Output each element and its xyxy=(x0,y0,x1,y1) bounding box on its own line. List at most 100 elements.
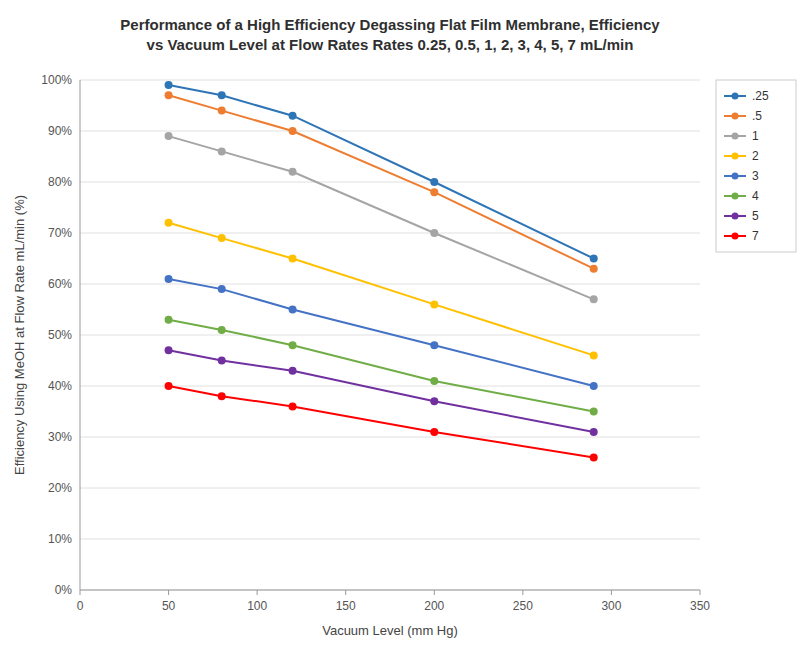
legend: .25.5123457 xyxy=(716,80,796,252)
point xyxy=(165,275,173,283)
point xyxy=(590,453,598,461)
grid-line xyxy=(80,233,700,234)
series-line xyxy=(169,350,594,432)
x-tick xyxy=(700,590,701,595)
point xyxy=(430,178,438,186)
chart: Performance of a High Efficiency Degassi… xyxy=(0,0,810,650)
legend-label: 2 xyxy=(752,149,759,163)
grid-line xyxy=(80,182,700,183)
legend-marker xyxy=(732,173,739,180)
plot-area xyxy=(165,81,598,461)
point xyxy=(590,351,598,359)
point xyxy=(218,234,226,242)
x-tick-label: 100 xyxy=(247,599,267,613)
point xyxy=(218,326,226,334)
point xyxy=(165,346,173,354)
point xyxy=(289,127,297,135)
legend-box xyxy=(716,80,796,252)
y-tick-label: 70% xyxy=(48,226,72,240)
legend-marker xyxy=(732,93,739,100)
legend-label: 5 xyxy=(752,209,759,223)
y-tick-label: 40% xyxy=(48,379,72,393)
point xyxy=(218,285,226,293)
point xyxy=(590,408,598,416)
legend-label: .25 xyxy=(752,89,769,103)
x-tick-label: 350 xyxy=(690,599,710,613)
grid-line xyxy=(80,284,700,285)
y-tick-label: 50% xyxy=(48,328,72,342)
point xyxy=(289,255,297,263)
legend-marker xyxy=(732,213,739,220)
point xyxy=(289,367,297,375)
point xyxy=(430,300,438,308)
series-line xyxy=(169,386,594,457)
y-axis-label: Efficiency Using MeOH at Flow Rate mL/mi… xyxy=(12,195,27,475)
series-line xyxy=(169,85,594,258)
x-tick xyxy=(611,590,612,595)
point xyxy=(218,357,226,365)
y-tick-label: 80% xyxy=(48,175,72,189)
grid-line xyxy=(80,539,700,540)
legend-marker xyxy=(732,133,739,140)
y-tick-label: 100% xyxy=(41,73,72,87)
title: Performance of a High Efficiency Degassi… xyxy=(120,16,660,53)
y-tick-label: 20% xyxy=(48,481,72,495)
point xyxy=(218,392,226,400)
y-tick-label: 30% xyxy=(48,430,72,444)
series-line xyxy=(169,136,594,299)
point xyxy=(430,341,438,349)
grid-line xyxy=(80,488,700,489)
point xyxy=(165,219,173,227)
point xyxy=(165,91,173,99)
point xyxy=(165,382,173,390)
legend-label: 4 xyxy=(752,189,759,203)
point xyxy=(430,377,438,385)
series-line xyxy=(169,223,594,356)
y-tick-label: 90% xyxy=(48,124,72,138)
x-tick xyxy=(80,590,81,595)
x-tick-label: 300 xyxy=(601,599,621,613)
x-tick xyxy=(345,590,346,595)
x-axis xyxy=(80,590,700,591)
x-tick xyxy=(168,590,169,595)
x-tick-label: 150 xyxy=(336,599,356,613)
grid xyxy=(80,80,700,590)
point xyxy=(590,428,598,436)
point xyxy=(289,402,297,410)
x-tick xyxy=(434,590,435,595)
background xyxy=(0,0,810,650)
point xyxy=(430,428,438,436)
point xyxy=(289,168,297,176)
grid-line xyxy=(80,437,700,438)
series-line xyxy=(169,95,594,268)
legend-label: 3 xyxy=(752,169,759,183)
point xyxy=(590,382,598,390)
title-line: vs Vacuum Level at Flow Rates Rates 0.25… xyxy=(147,36,634,53)
legend-marker xyxy=(732,153,739,160)
point xyxy=(430,229,438,237)
grid-line xyxy=(80,590,700,591)
x-tick-label: 200 xyxy=(424,599,444,613)
title-line: Performance of a High Efficiency Degassi… xyxy=(120,16,660,33)
point xyxy=(218,147,226,155)
point xyxy=(590,295,598,303)
point xyxy=(430,397,438,405)
point xyxy=(218,107,226,115)
y-tick-label: 0% xyxy=(55,583,73,597)
y-tick-label: 10% xyxy=(48,532,72,546)
grid-line xyxy=(80,131,700,132)
y-axis xyxy=(80,80,81,590)
x-tick xyxy=(257,590,258,595)
point xyxy=(590,265,598,273)
point xyxy=(165,81,173,89)
legend-marker xyxy=(732,233,739,240)
point xyxy=(165,316,173,324)
y-tick-label: 60% xyxy=(48,277,72,291)
x-axis-label: Vacuum Level (mm Hg) xyxy=(322,623,458,638)
legend-label: .5 xyxy=(752,109,762,123)
point xyxy=(289,112,297,120)
point xyxy=(218,91,226,99)
legend-label: 1 xyxy=(752,129,759,143)
point xyxy=(165,132,173,140)
legend-marker xyxy=(732,113,739,120)
